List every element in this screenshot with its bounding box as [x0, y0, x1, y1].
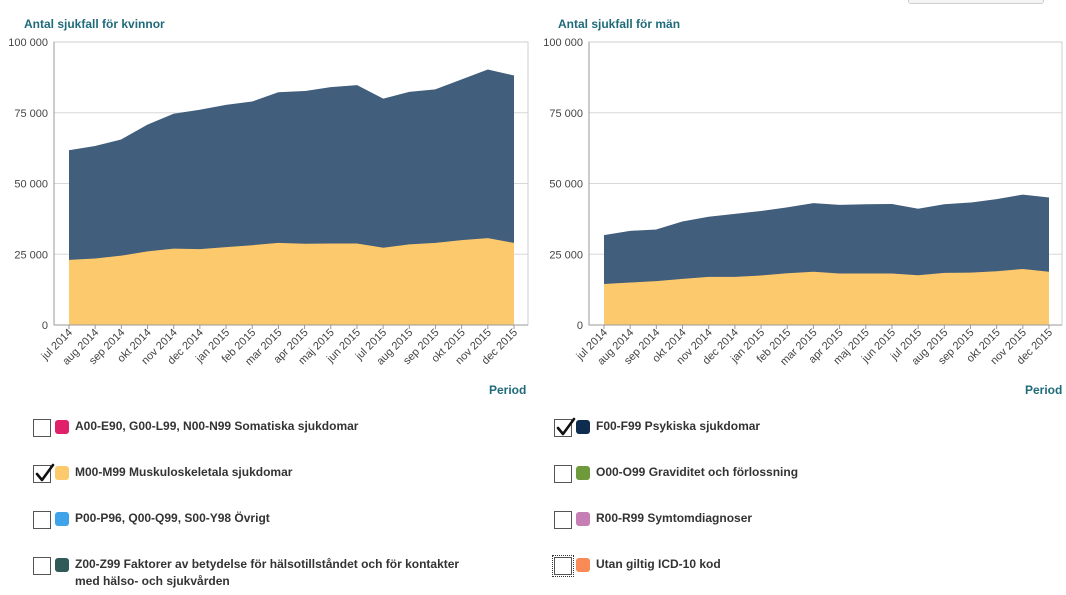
legend-item-graviditet[interactable]: O00-O99 Graviditet och förlossning: [554, 464, 1016, 483]
area-series-1: [604, 195, 1049, 284]
top-toolbar-button[interactable]: [908, 0, 1044, 4]
legend-label: Z00-Z99 Faktorer av betydelse för hälsot…: [75, 557, 460, 588]
legend-item-muskuloskeletala[interactable]: M00-M99 Muskuloskeletala sjukdomar: [33, 463, 495, 483]
legend-label: A00-E90, G00-L99, N00-N99 Somatiska sjuk…: [75, 419, 359, 433]
area-series-1: [69, 70, 514, 260]
checkmark-icon: [35, 463, 55, 482]
legend-swatch: [55, 466, 69, 480]
legend-item-symtomdiagnoser[interactable]: R00-R99 Symtomdiagnoser: [554, 510, 1016, 529]
area-line-1: [68, 69, 515, 152]
y-tick-label: 25 000: [14, 249, 48, 261]
legend-swatch: [576, 420, 590, 434]
legend-swatch: [55, 512, 69, 526]
legend-checkbox[interactable]: [33, 419, 51, 437]
legend-checkbox[interactable]: [33, 463, 55, 483]
x-axis-title-men: Period: [1025, 383, 1063, 397]
legend-swatch: [576, 558, 590, 572]
y-tick-label: 50 000: [549, 179, 583, 191]
legend-label: Utan giltig ICD-10 kod: [596, 557, 721, 571]
legend-item-ovrigt[interactable]: P00-P96, Q00-Q99, S00-Y98 Övrigt: [33, 510, 495, 529]
legend-swatch: [576, 512, 590, 526]
legend-swatch: [55, 558, 69, 572]
chart-title-men: Antal sjukfall för män: [558, 17, 681, 31]
area-series-0: [604, 268, 1049, 325]
legend-checkbox[interactable]: [552, 555, 574, 577]
legend-label: M00-M99 Muskuloskeletala sjukdomar: [75, 465, 293, 479]
x-axis-title-women: Period: [489, 383, 527, 397]
legend-item-somatiska[interactable]: A00-E90, G00-L99, N00-N99 Somatiska sjuk…: [33, 418, 495, 437]
y-tick-label: 100 000: [8, 37, 48, 49]
legend-checkbox[interactable]: [33, 511, 51, 529]
legend-label: P00-P96, Q00-Q99, S00-Y98 Övrigt: [75, 511, 270, 525]
legend-label: O00-O99 Graviditet och förlossning: [596, 465, 799, 479]
checkmark-icon: [556, 417, 576, 436]
legend-item-faktorer[interactable]: Z00-Z99 Faktorer av betydelse för hälsot…: [33, 556, 475, 590]
legend-swatch: [55, 420, 69, 434]
legend-checkbox[interactable]: [33, 557, 51, 575]
y-tick-label: 50 000: [14, 179, 48, 191]
y-tick-label: 0: [42, 320, 48, 332]
legend-label: R00-R99 Symtomdiagnoser: [596, 511, 753, 525]
legend-label: F00-F99 Psykiska sjukdomar: [596, 419, 761, 433]
y-tick-label: 75 000: [549, 108, 583, 120]
legend-swatch: [576, 466, 590, 480]
area-series-0: [69, 238, 514, 325]
legend-checkbox[interactable]: [554, 417, 576, 437]
y-tick-label: 0: [577, 320, 583, 332]
chart-title-women: Antal sjukfall för kvinnor: [24, 17, 165, 31]
y-tick-label: 75 000: [14, 108, 48, 120]
y-tick-label: 25 000: [549, 249, 583, 261]
y-tick-label: 100 000: [543, 37, 583, 49]
legend-item-psykiska[interactable]: F00-F99 Psykiska sjukdomar: [554, 417, 1016, 437]
area-line-1: [603, 194, 1050, 237]
legend-item-utan-kod[interactable]: Utan giltig ICD-10 kod: [552, 555, 1016, 577]
legend-checkbox[interactable]: [554, 465, 572, 483]
legend-checkbox[interactable]: [554, 511, 572, 529]
